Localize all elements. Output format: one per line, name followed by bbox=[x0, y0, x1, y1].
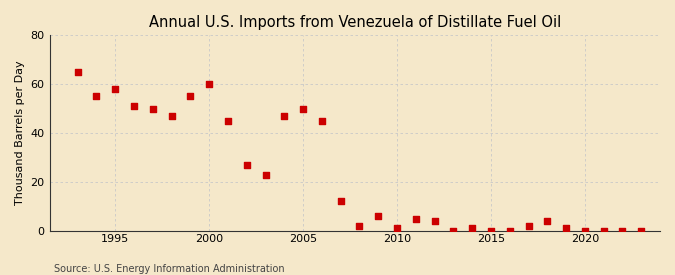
Point bbox=[242, 163, 252, 167]
Point bbox=[223, 119, 234, 123]
Text: Source: U.S. Energy Information Administration: Source: U.S. Energy Information Administ… bbox=[54, 264, 285, 274]
Point bbox=[410, 216, 421, 221]
Point bbox=[166, 114, 177, 118]
Title: Annual U.S. Imports from Venezuela of Distillate Fuel Oil: Annual U.S. Imports from Venezuela of Di… bbox=[148, 15, 561, 30]
Point bbox=[147, 106, 158, 111]
Y-axis label: Thousand Barrels per Day: Thousand Barrels per Day bbox=[15, 61, 25, 205]
Point bbox=[260, 172, 271, 177]
Point bbox=[129, 104, 140, 108]
Point bbox=[598, 229, 609, 233]
Point bbox=[561, 226, 572, 230]
Point bbox=[467, 226, 478, 230]
Point bbox=[448, 229, 459, 233]
Point bbox=[317, 119, 327, 123]
Point bbox=[523, 224, 534, 228]
Point bbox=[485, 229, 496, 233]
Point bbox=[617, 229, 628, 233]
Point bbox=[636, 229, 647, 233]
Point bbox=[279, 114, 290, 118]
Point bbox=[110, 87, 121, 91]
Point bbox=[504, 229, 515, 233]
Point bbox=[298, 106, 308, 111]
Point bbox=[392, 226, 402, 230]
Point bbox=[354, 224, 365, 228]
Point bbox=[72, 70, 83, 74]
Point bbox=[579, 229, 590, 233]
Point bbox=[542, 219, 553, 223]
Point bbox=[185, 94, 196, 99]
Point bbox=[204, 82, 215, 86]
Point bbox=[429, 219, 440, 223]
Point bbox=[335, 199, 346, 204]
Point bbox=[373, 214, 383, 218]
Point bbox=[91, 94, 102, 99]
